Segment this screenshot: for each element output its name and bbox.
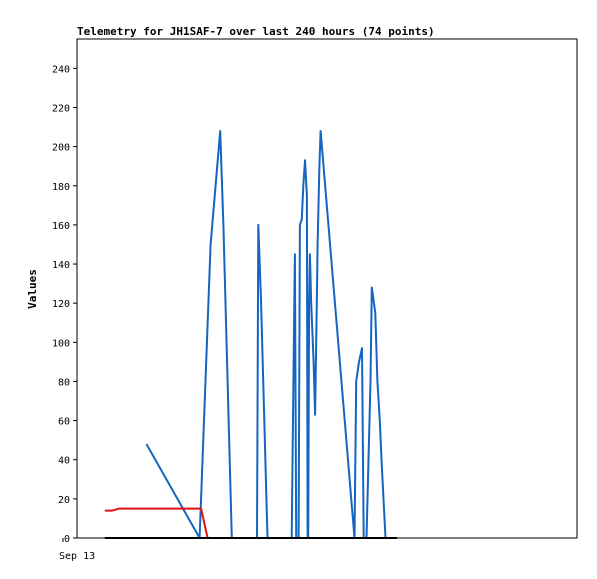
y-tick-label: 140 xyxy=(52,260,70,271)
y-tick-label: 160 xyxy=(52,221,70,232)
y-tick-label: 0 xyxy=(64,534,70,545)
y-tick-label: 60 xyxy=(58,417,70,428)
y-tick-label: 80 xyxy=(58,377,70,388)
y-tick-label: 40 xyxy=(58,456,70,467)
y-tick-label: 100 xyxy=(52,338,70,349)
x-tick-label: Sep 13 xyxy=(59,551,95,562)
x-axis: Sep 13 xyxy=(59,538,95,562)
y-axis: 0 20 40 60 80 100 120 140 160 180 200 220 240 xyxy=(52,64,77,545)
series-line-1 xyxy=(145,130,389,539)
y-tick-label: 220 xyxy=(52,103,70,114)
chart-title: Telemetry for JH1SAF-7 over last 240 hou… xyxy=(77,25,435,38)
y-tick-label: 240 xyxy=(52,64,70,75)
y-tick-label: 200 xyxy=(52,143,70,154)
y-tick-label: 180 xyxy=(52,182,70,193)
y-tick-label: 20 xyxy=(58,495,70,506)
series-group xyxy=(104,130,398,539)
series-line-2 xyxy=(104,507,209,539)
y-tick-label: 120 xyxy=(52,299,70,310)
y-axis-label: Values xyxy=(26,269,39,309)
plot-area xyxy=(76,38,578,539)
